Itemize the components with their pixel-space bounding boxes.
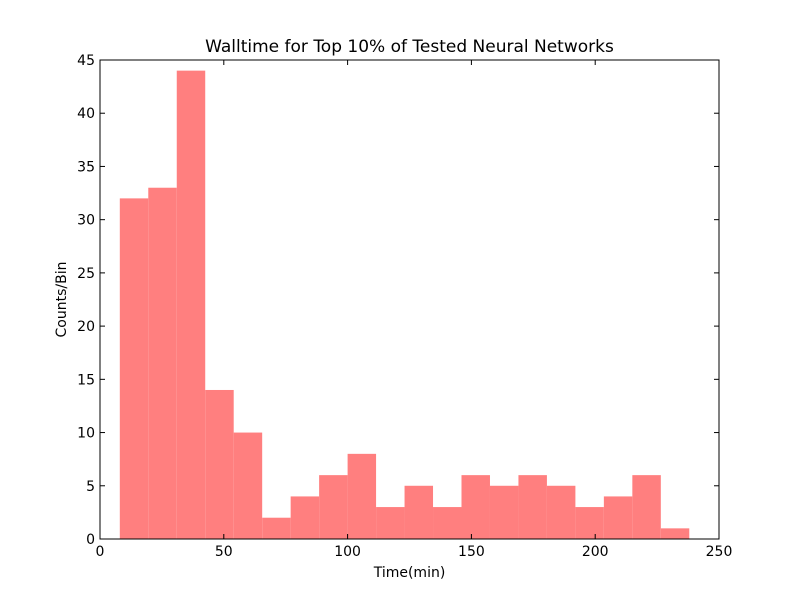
plot-frame (99, 59, 720, 540)
histogram-bar (148, 187, 177, 539)
bars-layer (119, 70, 690, 540)
histogram-bar (119, 198, 149, 539)
histogram-bar (660, 528, 690, 539)
y-tick-label: 25 (77, 266, 95, 282)
x-tick-label: 150 (458, 544, 485, 560)
histogram-bar (176, 70, 206, 540)
y-axis-label: Counts/Bin (54, 262, 70, 338)
histogram-bar (319, 475, 348, 539)
y-tick-label: 40 (77, 106, 95, 122)
ticks-layer: 0 50 100 150 200 250 0 5 10 15 20 25 30 35 40 45 (77, 53, 732, 560)
histogram-bar (575, 507, 604, 539)
histogram-bar (489, 485, 519, 539)
y-tick-label: 30 (77, 213, 95, 229)
histogram-bar (376, 507, 405, 539)
histogram-bar (404, 485, 434, 539)
histogram-bar (632, 475, 661, 539)
x-tick-label: 50 (215, 544, 233, 560)
x-tick-label: 250 (706, 544, 733, 560)
x-axis-label: Time(min) (373, 565, 446, 581)
histogram-bar (518, 475, 547, 539)
histogram-bar (262, 517, 291, 539)
y-tick-label: 10 (77, 426, 95, 442)
chart-title: Walltime for Top 10% of Tested Neural Ne… (205, 37, 614, 57)
y-tick-label: 45 (77, 53, 95, 69)
y-tick-label: 20 (77, 319, 95, 335)
histogram-bar (603, 496, 633, 539)
histogram-bar (433, 507, 462, 539)
histogram-bar (461, 475, 490, 539)
y-tick-label: 0 (86, 532, 95, 548)
histogram-bar (347, 453, 377, 539)
y-tick-label: 15 (77, 372, 95, 388)
x-tick-label: 100 (334, 544, 361, 560)
y-tick-label: 5 (86, 479, 95, 495)
histogram-bar (233, 432, 263, 539)
histogram-bar (546, 485, 576, 539)
x-tick-label: 200 (582, 544, 609, 560)
histogram-bar (205, 389, 234, 539)
histogram-bar (290, 496, 320, 539)
y-tick-label: 35 (77, 159, 95, 175)
x-tick-label: 0 (96, 544, 105, 560)
